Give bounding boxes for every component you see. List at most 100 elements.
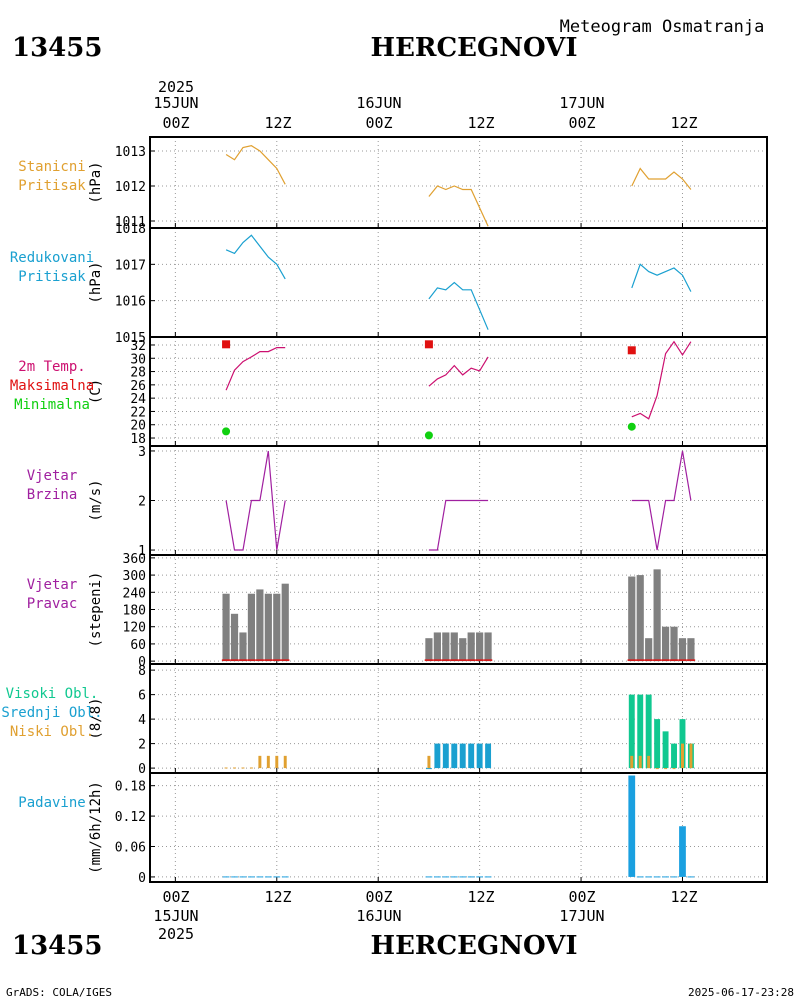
bar-wind_direction-0-22 <box>678 638 687 662</box>
bar-clouds-1-7 <box>485 743 492 769</box>
bar-precipitation-0-12 <box>459 876 467 878</box>
series-line-wind_speed-0-2 <box>631 450 692 551</box>
side-label-station_pressure-0: Stanicni <box>18 159 85 175</box>
bar-clouds-2-7 <box>283 755 287 769</box>
side-label-temperature-1: Maksimalna <box>10 378 94 394</box>
min-marker-0 <box>222 427 231 436</box>
bar-precipitation-0-15 <box>484 876 492 878</box>
top-hour-label-6: 12Z <box>670 114 697 132</box>
panel-station_pressure: 1011 1012 1013 (hPa)Stanicni Pritisak <box>18 136 768 230</box>
side-label-wind_speed-0: Vjetar <box>27 468 78 484</box>
bar-precipitation-0-22 <box>679 826 686 877</box>
ytick-label-wind_direction-4: 240 <box>123 586 146 601</box>
top-hour-label-5: 00Z <box>568 114 595 132</box>
bar-clouds-2-11 <box>647 755 651 769</box>
bottom-date-label-3: 17JUN <box>559 907 604 925</box>
ytick-label-reduced_pressure-0: 1015 <box>115 331 146 346</box>
bar-wind_direction-0-1 <box>230 613 239 662</box>
side-label-wind_direction-1: Pravac <box>27 596 78 612</box>
bar-clouds-2-4 <box>258 755 262 769</box>
ytick-label-station_pressure-2: 1013 <box>115 145 146 160</box>
ytick-label-wind_speed-1: 2 <box>138 495 146 510</box>
min-marker-1 <box>424 431 433 440</box>
bar-precipitation-0-0 <box>222 876 230 878</box>
bar-clouds-2-2 <box>241 767 245 769</box>
panel-frame-reduced_pressure <box>149 227 768 338</box>
bar-precipitation-0-7 <box>281 876 289 878</box>
bar-clouds-2-1 <box>233 767 236 769</box>
bar-clouds-1-3 <box>451 743 458 769</box>
ytick-label-precipitation-1: 0.06 <box>115 841 146 856</box>
side-label-clouds-1: Srednji Obl. <box>1 705 102 721</box>
bottom-time-axis: 00Z 12Z 00Z 12Z 00Z 12Z 15JUN 16JUN 17JU… <box>153 888 697 943</box>
chart-subtitle: Meteogram Osmatranja <box>560 17 765 37</box>
bar-wind_direction-0-0 <box>222 593 230 662</box>
footer-timestamp: 2025-06-17-23:28 <box>688 986 794 999</box>
bar-clouds-2-3 <box>249 767 253 769</box>
bar-precipitation-0-3 <box>248 876 255 878</box>
bar-clouds-2-16 <box>689 743 693 769</box>
max-marker-1 <box>424 340 433 349</box>
bottom-hour-label-1: 00Z <box>162 888 189 906</box>
bar-precipitation-0-20 <box>662 876 669 878</box>
ytick-label-wind_speed-0: 1 <box>138 544 146 559</box>
bar-wind_direction-0-14 <box>476 632 484 662</box>
ytick-label-precipitation-0: 0 <box>138 871 146 886</box>
ylabel-clouds: (8/8) <box>88 697 104 739</box>
bar-clouds-2-8 <box>427 755 431 769</box>
top-hour-label-4: 12Z <box>467 114 494 132</box>
max-marker-0 <box>222 340 231 349</box>
ytick-label-precipitation-3: 0.18 <box>115 780 146 795</box>
bar-clouds-2-13 <box>664 768 668 770</box>
ylabel-precipitation: (mm/6h/12h) <box>88 781 104 874</box>
series-line-temperature-0-0 <box>225 347 286 391</box>
panel-frame-precipitation <box>149 772 768 883</box>
ytick-label-station_pressure-1: 1012 <box>115 180 146 195</box>
max-marker-2 <box>627 346 636 355</box>
side-label-clouds-0: Visoki Obl. <box>6 686 99 702</box>
bar-precipitation-0-10 <box>442 876 450 878</box>
station-name-bottom: HERCEGNOVI <box>371 931 578 961</box>
station-id-bottom: 13455 <box>12 931 102 961</box>
ytick-label-temperature-6: 30 <box>130 352 146 367</box>
bar-wind_direction-0-4 <box>256 589 264 662</box>
bottom-date-label-2: 16JUN <box>356 907 401 925</box>
ytick-label-temperature-2: 22 <box>130 405 146 420</box>
bar-clouds-0-3 <box>654 719 661 769</box>
bar-clouds-2-12 <box>655 768 659 770</box>
ylabel-wind_speed: (m/s) <box>88 479 104 521</box>
ytick-label-clouds-4: 8 <box>138 664 146 679</box>
ytick-label-temperature-5: 28 <box>130 366 146 381</box>
bottom-year-label: 2025 <box>158 925 194 943</box>
bar-clouds-1-5 <box>468 743 475 769</box>
side-label-wind_direction-0: Vjetar <box>27 577 78 593</box>
ytick-label-wind_direction-1: 60 <box>130 638 146 653</box>
min-marker-2 <box>627 422 636 431</box>
bar-wind_direction-0-13 <box>467 632 475 662</box>
bar-precipitation-0-11 <box>450 876 458 878</box>
side-label-reduced_pressure-0: Redukovani <box>10 250 94 266</box>
bar-wind_direction-0-8 <box>425 638 433 662</box>
bar-clouds-2-9 <box>630 755 634 769</box>
ytick-label-wind_speed-2: 3 <box>138 445 146 460</box>
bar-clouds-2-5 <box>266 755 270 769</box>
bar-precipitation-0-14 <box>476 876 484 878</box>
panel-clouds: 0 2 4 6 8 (8/8)Visoki Obl. Srednji Obl. Niski O… <box>1 663 768 777</box>
series-line-station_pressure-0-0 <box>225 145 286 185</box>
side-label-precipitation-0: Padavine <box>18 795 85 811</box>
ytick-label-reduced_pressure-2: 1017 <box>115 258 146 273</box>
ytick-label-temperature-7: 32 <box>130 339 146 354</box>
bar-wind_direction-0-6 <box>273 593 281 662</box>
top-hour-label-1: 00Z <box>162 114 189 132</box>
ytick-label-temperature-3: 24 <box>130 392 146 407</box>
series-line-station_pressure-0-2 <box>631 167 692 190</box>
ytick-label-wind_direction-0: 0 <box>138 655 146 670</box>
bar-clouds-2-6 <box>275 755 279 769</box>
series-line-reduced_pressure-0-0 <box>225 234 286 280</box>
bottom-hour-label-4: 12Z <box>467 888 494 906</box>
ylabel-wind_direction: (stepeni) <box>88 572 104 648</box>
bar-clouds-0-1 <box>637 694 644 769</box>
panel-wind_direction: 0 60 120 180 240 300 360 (stepeni) Vjetar Pravac <box>27 552 768 670</box>
series-line-temperature-0-2 <box>631 340 692 420</box>
